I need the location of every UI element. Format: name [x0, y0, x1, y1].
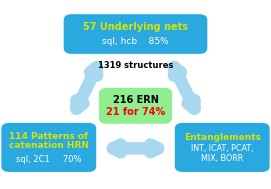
Text: Entanglements: Entanglements	[184, 132, 261, 142]
FancyBboxPatch shape	[64, 14, 207, 54]
Text: sql, 2C1     70%: sql, 2C1 70%	[16, 155, 82, 164]
Text: 1319 structures: 1319 structures	[98, 61, 173, 70]
FancyBboxPatch shape	[1, 123, 96, 172]
FancyBboxPatch shape	[99, 88, 172, 124]
Text: catenation HRN: catenation HRN	[9, 141, 89, 150]
Text: 216 ERN: 216 ERN	[112, 95, 159, 105]
Text: 57 Underlying nets: 57 Underlying nets	[83, 22, 188, 32]
FancyBboxPatch shape	[175, 123, 270, 172]
Text: MIX, BORR: MIX, BORR	[201, 154, 243, 163]
Text: 114 Patterns of: 114 Patterns of	[9, 132, 88, 141]
Text: sql, hcb    85%: sql, hcb 85%	[102, 37, 169, 46]
Text: INT, ICAT, PCAT,: INT, ICAT, PCAT,	[191, 144, 253, 153]
Text: 21 for 74%: 21 for 74%	[106, 107, 165, 117]
